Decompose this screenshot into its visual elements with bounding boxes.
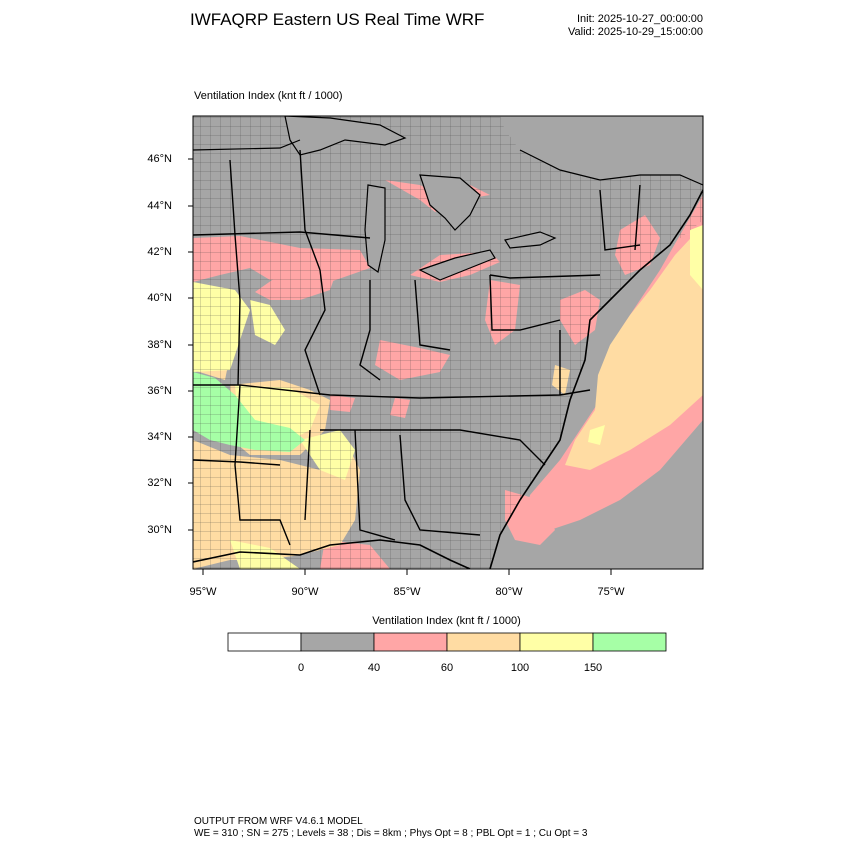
lat-label: 38°N: [147, 339, 172, 351]
colorbar-swatch: [519, 632, 594, 652]
lon-label: 80°W: [495, 586, 523, 598]
colorbar: [227, 632, 667, 652]
lon-label: 95°W: [189, 586, 217, 598]
init-time: Init: 2025-10-27_00:00:00: [577, 13, 703, 25]
gulf-coastline: [193, 539, 471, 569]
colorbar-tick-label: 60: [440, 662, 454, 674]
lat-label: 46°N: [147, 153, 172, 165]
colorbar-tick-label: 100: [510, 662, 530, 674]
canada-border: [193, 139, 703, 186]
model-info: OUTPUT FROM WRF V4.6.1 MODEL WE = 310 ; …: [194, 816, 587, 840]
atlantic-coastline: [489, 189, 703, 569]
model-version: OUTPUT FROM WRF V4.6.1 MODEL: [194, 816, 363, 827]
lat-label: 30°N: [147, 524, 172, 536]
lon-label: 85°W: [393, 586, 421, 598]
lat-label: 44°N: [147, 200, 172, 212]
colorbar-swatch: [373, 632, 448, 652]
lon-label: 75°W: [597, 586, 625, 598]
colorbar-swatch: [592, 632, 667, 652]
valid-time: Valid: 2025-10-29_15:00:00: [568, 26, 703, 38]
colorbar-tick-label: 150: [583, 662, 603, 674]
colorbar-swatch: [300, 632, 375, 652]
lat-label: 32°N: [147, 477, 172, 489]
lat-label: 34°N: [147, 431, 172, 443]
lat-ticks: [188, 158, 193, 531]
map-field-label: Ventilation Index (knt ft / 1000): [194, 90, 343, 102]
lat-label: 40°N: [147, 292, 172, 304]
model-config: WE = 310 ; SN = 275 ; Levels = 38 ; Dis …: [194, 828, 588, 839]
county-boundaries: [193, 116, 703, 569]
colorbar-title: Ventilation Index (knt ft / 1000): [372, 615, 521, 627]
lat-label: 42°N: [147, 246, 172, 258]
lon-label: 90°W: [291, 586, 319, 598]
state-boundaries: [193, 149, 641, 546]
colorbar-tick-label: 40: [367, 662, 381, 674]
lon-ticks: [202, 569, 612, 575]
lat-label: 36°N: [147, 385, 172, 397]
plot-title: IWFAQRP Eastern US Real Time WRF: [190, 10, 485, 29]
great-lakes: [284, 116, 557, 281]
colorbar-swatch: [227, 632, 302, 652]
map-frame: [192, 115, 704, 570]
run-times: Init: 2025-10-27_00:00:00 Valid: 2025-10…: [568, 13, 703, 39]
colorbar-swatch: [446, 632, 521, 652]
colorbar-tick-label: 0: [297, 662, 305, 674]
